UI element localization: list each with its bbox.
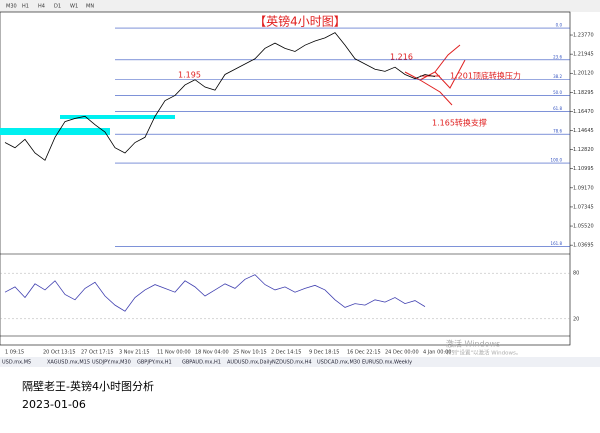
fib-label: 78.6 (553, 129, 562, 134)
fib-label: 161.8 (551, 241, 563, 246)
y-tick-label: 1.12820 (573, 147, 594, 153)
x-tick-label: 24 Dec 00:00 (385, 350, 419, 356)
x-tick-label: 27 Oct 17:15 (81, 350, 114, 356)
y-tick-label: 1.16470 (573, 109, 594, 115)
x-tick-label: 2 Dec 14:15 (271, 350, 301, 356)
timeframe-button: MN (86, 4, 94, 10)
fib-label: 100.0 (551, 158, 563, 163)
caption-title: 隔壁老王-英镑4小时图分析 (22, 379, 154, 393)
chart-frame (0, 11, 571, 346)
x-tick-label: 9 Dec 18:15 (309, 350, 339, 356)
x-tick-label: 1 09:15 (5, 350, 24, 356)
y-tick-label: 20 (573, 316, 579, 322)
y-tick-label: 1.21945 (573, 52, 594, 58)
annotation: 1.195 (178, 71, 201, 80)
price-line (4, 32, 436, 161)
annotation: 1.201顶底转换压力 (450, 71, 521, 81)
tab-bar (0, 357, 600, 367)
fib-label: 38.2 (553, 74, 562, 79)
timeframe-button: H4 (38, 4, 45, 10)
watermark: 转到"设置"以激活 Windows。 (446, 349, 521, 357)
fib-label: 50.0 (553, 90, 562, 95)
x-tick-label: 3 Nov 21:15 (119, 350, 150, 356)
forecast-arrows (404, 44, 466, 106)
timeframe-button: W1 (70, 4, 78, 10)
timeframe-button: H1 (22, 4, 29, 10)
support-zone (60, 115, 175, 119)
tab: XAGUSD.mx,M15 (47, 360, 90, 366)
tab: NZDUSD.mx,H4 (272, 360, 312, 366)
x-tick-label: 4 Jan 00:00 (423, 350, 451, 356)
x-tick-label: 25 Nov 10:15 (233, 350, 267, 356)
y-tick-label: 1.14645 (573, 128, 594, 134)
x-tick-label: 16 Dec 22:15 (347, 350, 381, 356)
annotation: 1.216 (390, 53, 413, 62)
fib-label: 0.0 (556, 23, 563, 28)
tab: GBPAUD.mx,H1 (182, 360, 221, 366)
fib-label: 61.8 (553, 106, 562, 111)
price-line (4, 274, 426, 312)
tab: USDJPY.mx,M30 (92, 360, 131, 366)
tab: GBPJPY.mx,H1 (137, 360, 172, 366)
annotation: 1.165转换支撑 (432, 118, 487, 128)
x-tick-label: 20 Oct 13:15 (43, 350, 76, 356)
y-tick-label: 1.09170 (573, 185, 594, 191)
y-tick-label: 80 (573, 271, 579, 277)
y-tick-label: 1.07345 (573, 204, 594, 210)
toolbar-bg (0, 0, 600, 12)
timeframe-button: D1 (54, 4, 61, 10)
support-zone (0, 128, 110, 135)
watermark: 激活 Windows (446, 339, 500, 349)
timeframe-button: M30 (6, 4, 17, 10)
tab: USD.mx,M5 (2, 360, 31, 366)
y-tick-label: 1.20120 (573, 71, 594, 77)
y-tick-label: 1.23770 (573, 33, 594, 39)
tab: AUDUSD.mx,Daily (227, 360, 272, 366)
y-tick-label: 1.18295 (573, 90, 594, 96)
x-tick-label: 11 Nov 00:00 (157, 350, 191, 356)
fib-label: 23.6 (553, 54, 562, 59)
tab: EURUSD.mx,Weekly (362, 360, 412, 366)
y-tick-label: 1.10995 (573, 166, 594, 172)
y-tick-label: 1.03695 (573, 243, 594, 249)
y-tick-label: 1.05520 (573, 224, 594, 230)
chart-title: 【英镑4小时图】 (254, 14, 346, 29)
tab: USDCAD.mx,M30 (317, 360, 360, 366)
caption-date: 2023-01-06 (22, 398, 86, 411)
x-tick-label: 18 Nov 04:00 (195, 350, 229, 356)
